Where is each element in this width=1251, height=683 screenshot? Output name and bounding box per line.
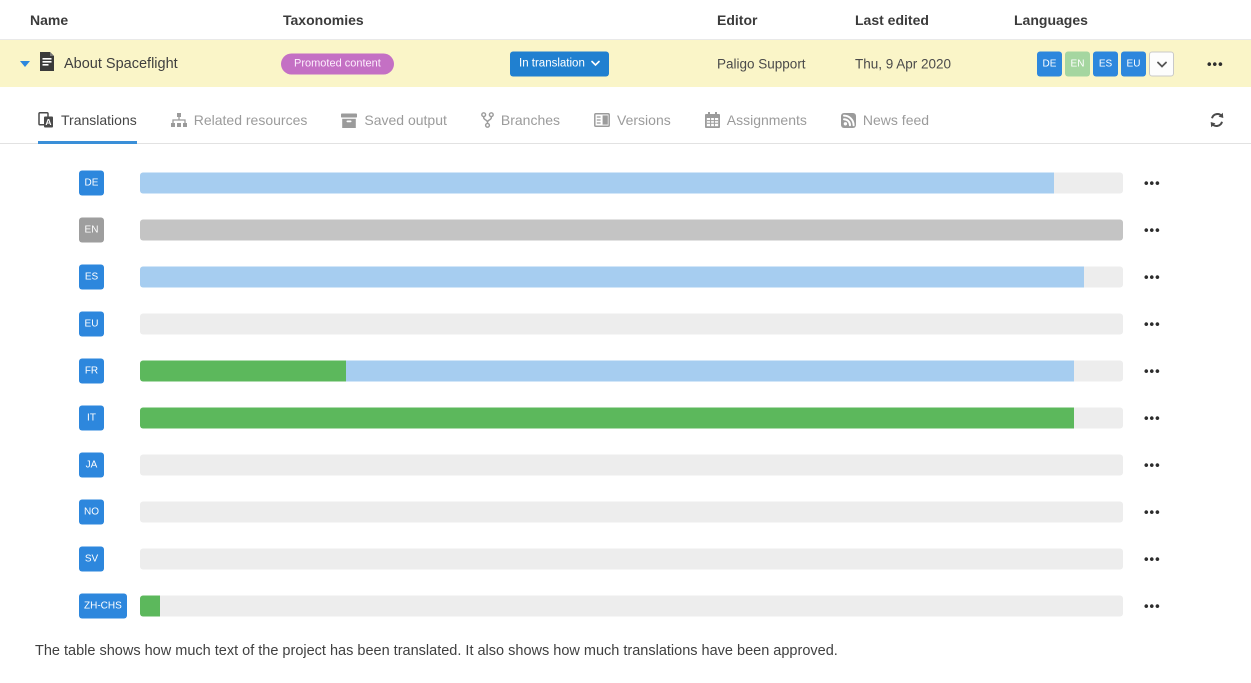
refresh-button[interactable]: [1209, 112, 1225, 131]
language-badge-eu[interactable]: EU: [79, 311, 104, 336]
translations-icon: A: [38, 112, 54, 128]
tab-saved-output[interactable]: Saved output: [341, 100, 447, 144]
last-edited-date: Thu, 9 Apr 2020: [855, 56, 952, 71]
row-menu-button[interactable]: •••: [1144, 316, 1161, 331]
language-badge-de[interactable]: DE: [79, 170, 104, 195]
progress-segment-source: [140, 219, 1123, 240]
translation-row-fr: FR •••: [0, 347, 1251, 394]
expand-caret-icon[interactable]: [20, 60, 30, 67]
translation-row-de: DE •••: [0, 159, 1251, 206]
tab-bar: A Translations Related resources Saved outp…: [0, 100, 1251, 144]
progress-segment-translated: [140, 172, 1055, 193]
progress-bar-it: [140, 407, 1123, 428]
branch-icon: [480, 112, 494, 128]
tab-label: Versions: [617, 112, 671, 128]
row-menu-button[interactable]: •••: [1144, 598, 1161, 613]
archive-icon: [341, 113, 358, 128]
row-menu-button[interactable]: •••: [1144, 269, 1161, 284]
progress-segment-approved: [140, 360, 347, 381]
tab-label: Translations: [61, 112, 137, 128]
column-header-languages: Languages: [1014, 11, 1088, 28]
status-label: In translation: [519, 57, 585, 70]
row-menu-button[interactable]: •••: [1144, 175, 1161, 190]
editor-name: Paligo Support: [717, 56, 806, 71]
chevron-down-icon: [591, 58, 600, 70]
row-menu-button[interactable]: •••: [1144, 410, 1161, 425]
language-badge-eu[interactable]: EU: [1121, 51, 1146, 76]
column-header-taxonomies: Taxonomies: [283, 11, 364, 28]
language-badge-en[interactable]: EN: [79, 217, 104, 242]
translation-row-ja: JA •••: [0, 441, 1251, 488]
more-languages-button[interactable]: [1149, 51, 1174, 76]
document-icon: [39, 51, 55, 76]
language-badge-es[interactable]: ES: [1093, 51, 1118, 76]
tab-assignments[interactable]: Assignments: [704, 100, 807, 144]
chevron-down-icon: [1156, 56, 1167, 71]
language-badge-en[interactable]: EN: [1065, 51, 1090, 76]
progress-bar-sv: [140, 548, 1123, 569]
progress-segment-approved: [140, 595, 160, 616]
calendar-icon: [704, 112, 720, 128]
translation-row-zh-chs: ZH-CHS •••: [0, 582, 1251, 629]
progress-bar-ja: [140, 454, 1123, 475]
progress-segment-translated: [346, 360, 1074, 381]
translation-row-eu: EU •••: [0, 300, 1251, 347]
row-menu-button[interactable]: •••: [1207, 56, 1224, 71]
language-badge-group: DE EN ES EU: [1037, 51, 1174, 76]
row-menu-button[interactable]: •••: [1144, 551, 1161, 566]
translation-row-en: EN •••: [0, 206, 1251, 253]
row-menu-button[interactable]: •••: [1144, 222, 1161, 237]
column-header-name: Name: [30, 11, 69, 28]
document-row: About Spaceflight Promoted content In tr…: [0, 40, 1251, 87]
language-badge-zh-chs[interactable]: ZH-CHS: [79, 593, 127, 618]
taxonomy-badge[interactable]: Promoted content: [281, 53, 394, 74]
row-menu-button[interactable]: •••: [1144, 457, 1161, 472]
language-badge-es[interactable]: ES: [79, 264, 104, 289]
tab-translations[interactable]: A Translations: [38, 100, 137, 144]
row-menu-button[interactable]: •••: [1144, 363, 1161, 378]
translation-row-it: IT •••: [0, 394, 1251, 441]
language-badge-sv[interactable]: SV: [79, 546, 104, 571]
progress-bar-en: [140, 219, 1123, 240]
document-title[interactable]: About Spaceflight: [64, 55, 178, 72]
table-header: Name Taxonomies Editor Last edited Langu…: [0, 0, 1251, 40]
tab-label: Assignments: [726, 112, 807, 128]
progress-bar-zh-chs: [140, 595, 1123, 616]
tab-versions[interactable]: Versions: [594, 100, 671, 144]
status-dropdown-button[interactable]: In translation: [510, 51, 609, 76]
progress-bar-no: [140, 501, 1123, 522]
language-badge-fr[interactable]: FR: [79, 358, 104, 383]
progress-bar-de: [140, 172, 1123, 193]
translation-row-no: NO •••: [0, 488, 1251, 535]
translation-progress-list: DE ••• EN ••• ES ••• EU ••• FR ••• IT ••• JA ••• NO •••…: [0, 144, 1251, 629]
progress-bar-fr: [140, 360, 1123, 381]
translation-row-es: ES •••: [0, 253, 1251, 300]
svg-text:A: A: [45, 117, 51, 127]
progress-segment-translated: [140, 266, 1084, 287]
progress-segment-approved: [140, 407, 1074, 428]
translation-row-sv: SV •••: [0, 535, 1251, 582]
tab-label: Saved output: [364, 112, 447, 128]
tab-news-feed[interactable]: News feed: [840, 100, 930, 144]
tab-label: Branches: [500, 112, 561, 128]
language-badge-ja[interactable]: JA: [79, 452, 104, 477]
column-header-last-edited: Last edited: [855, 11, 929, 28]
language-badge-de[interactable]: DE: [1037, 51, 1062, 76]
columns-icon: [594, 113, 610, 127]
tab-related-resources[interactable]: Related resources: [170, 100, 308, 144]
language-badge-no[interactable]: NO: [79, 499, 104, 524]
row-menu-button[interactable]: •••: [1144, 504, 1161, 519]
language-badge-it[interactable]: IT: [79, 405, 104, 430]
progress-bar-eu: [140, 313, 1123, 334]
column-header-editor: Editor: [717, 11, 758, 28]
refresh-icon: [1209, 112, 1225, 131]
sitemap-icon: [170, 112, 187, 128]
progress-bar-es: [140, 266, 1123, 287]
tab-label: Related resources: [193, 112, 308, 128]
rss-icon: [840, 112, 856, 128]
tab-label: News feed: [862, 112, 930, 128]
tab-branches[interactable]: Branches: [480, 100, 561, 144]
table-description: The table shows how much text of the pro…: [35, 643, 838, 659]
